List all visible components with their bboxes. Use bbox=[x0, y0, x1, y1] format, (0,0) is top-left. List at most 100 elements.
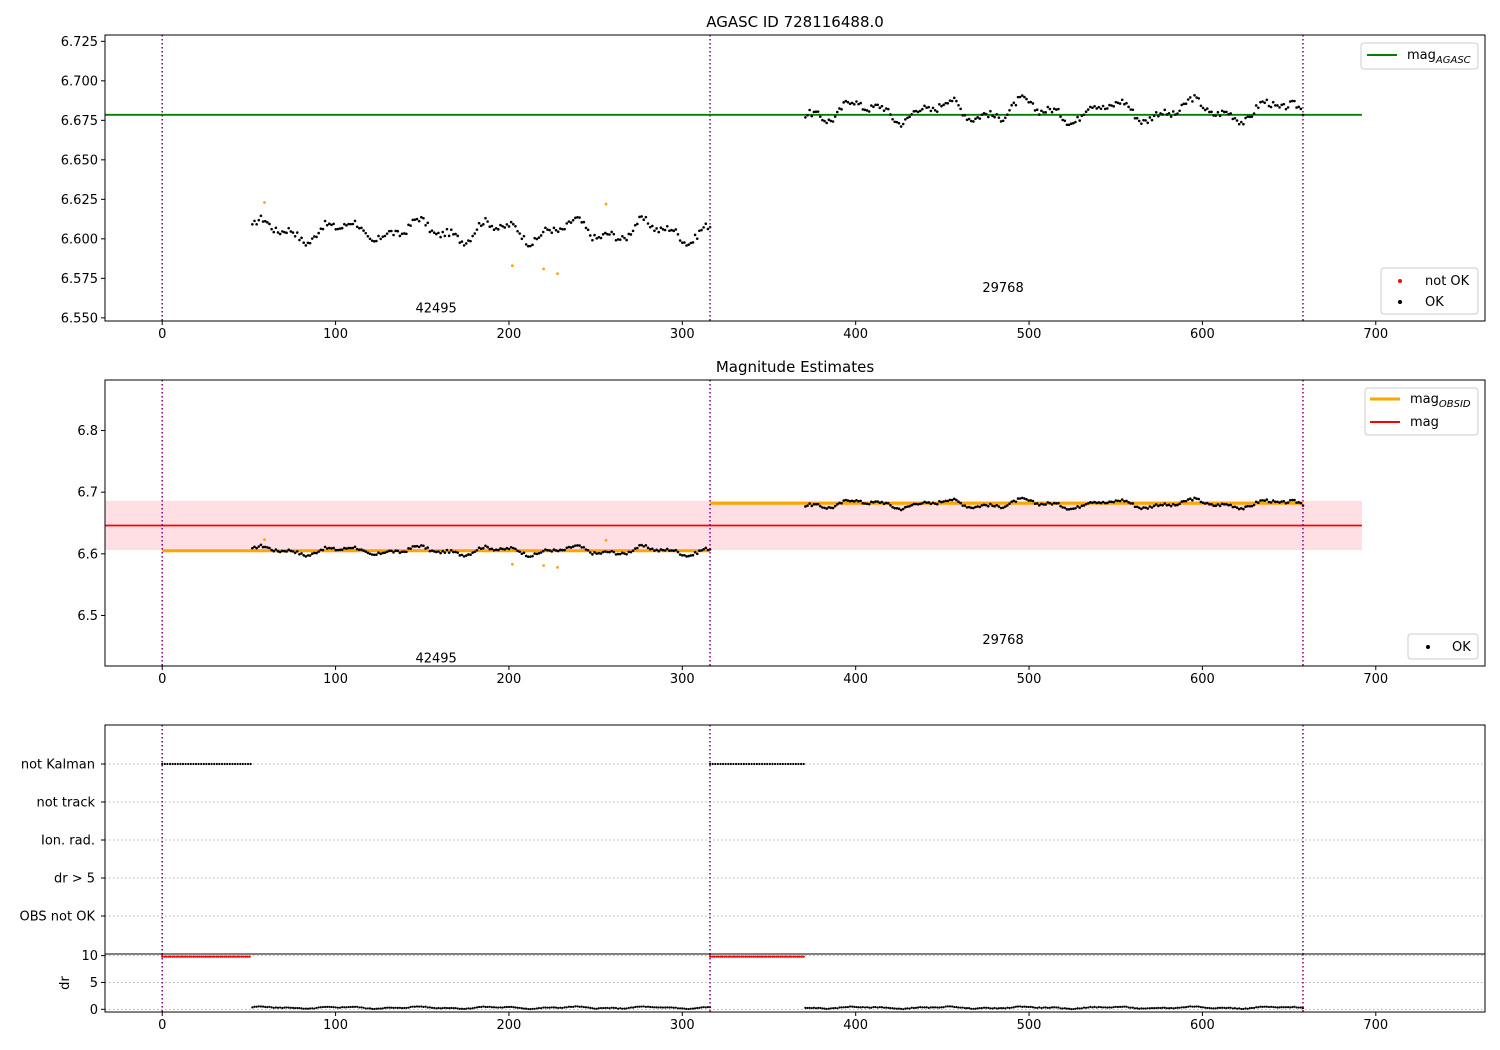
dr-point bbox=[1142, 1007, 1145, 1010]
ok-point bbox=[1218, 114, 1222, 118]
ok-point bbox=[516, 549, 519, 553]
ok-point bbox=[253, 545, 256, 549]
ok-point bbox=[462, 244, 466, 247]
ok-point bbox=[345, 547, 348, 550]
ok-point bbox=[402, 550, 406, 554]
dr-point bbox=[542, 1006, 545, 1009]
dr-capped-point bbox=[183, 955, 187, 958]
ok-point bbox=[610, 549, 613, 553]
dr-point bbox=[1114, 1005, 1117, 1008]
ok-point bbox=[257, 218, 261, 222]
dr-point bbox=[861, 1005, 864, 1009]
ok-point bbox=[1074, 506, 1077, 510]
ok-point bbox=[1237, 507, 1241, 511]
ok-point bbox=[1242, 122, 1245, 126]
ok-point bbox=[319, 548, 323, 552]
legend-label-ok: OK bbox=[1425, 295, 1444, 310]
ok-point bbox=[972, 120, 975, 123]
dr-point bbox=[1204, 1006, 1207, 1009]
legend-mag-estimates: magOBSID mag bbox=[1364, 387, 1479, 436]
ok-point bbox=[381, 235, 385, 238]
ok-point bbox=[1288, 498, 1292, 502]
dr-point bbox=[704, 1006, 707, 1009]
ok-point bbox=[492, 548, 496, 552]
flag-point bbox=[763, 762, 766, 766]
dr-point bbox=[1140, 1007, 1143, 1010]
dr-point bbox=[644, 1005, 647, 1009]
ok-point bbox=[1061, 118, 1064, 122]
dr-point bbox=[1272, 1005, 1275, 1009]
ok-point bbox=[942, 500, 945, 503]
dr-point bbox=[955, 1006, 958, 1009]
ok-point bbox=[878, 501, 882, 505]
dr-point bbox=[1076, 1007, 1079, 1010]
dr-capped-point bbox=[765, 955, 768, 958]
ok-point bbox=[368, 552, 372, 556]
ok-point bbox=[588, 551, 592, 554]
flag-point bbox=[231, 762, 234, 766]
ok-point bbox=[702, 226, 705, 229]
ok-point bbox=[1133, 505, 1137, 509]
dr-point bbox=[531, 1007, 534, 1010]
ok-point bbox=[503, 548, 507, 551]
dr-point bbox=[469, 1007, 472, 1010]
ok-point bbox=[827, 506, 831, 509]
dr-point bbox=[407, 1006, 410, 1009]
legend-label-sub-obsid: OBSID bbox=[1439, 399, 1471, 410]
ok-point bbox=[880, 500, 884, 504]
ok-point bbox=[1148, 116, 1152, 119]
dr-point bbox=[516, 1006, 519, 1009]
ok-point bbox=[1295, 106, 1298, 109]
dr-point bbox=[302, 1007, 305, 1010]
dr-point bbox=[1248, 1006, 1251, 1010]
ok-point bbox=[991, 504, 994, 508]
dr-point bbox=[1178, 1006, 1181, 1009]
ok-point bbox=[505, 223, 509, 226]
ok-point bbox=[859, 499, 862, 503]
ok-point bbox=[539, 234, 543, 237]
dr-point bbox=[649, 1005, 652, 1009]
ok-point bbox=[685, 244, 688, 247]
dr-point bbox=[1210, 1007, 1213, 1010]
ok-point bbox=[633, 547, 637, 550]
ok-point bbox=[1161, 113, 1164, 116]
ok-point bbox=[413, 218, 417, 221]
dr-point bbox=[840, 1006, 843, 1009]
ok-point bbox=[1003, 116, 1007, 120]
dr-point bbox=[963, 1007, 966, 1010]
ok-point bbox=[842, 101, 845, 104]
dr-capped-point bbox=[244, 955, 247, 958]
dr-point bbox=[934, 1006, 937, 1009]
dr-point bbox=[411, 1005, 414, 1008]
ok-point bbox=[357, 548, 361, 551]
dr-point bbox=[693, 1007, 697, 1010]
ok-point bbox=[867, 110, 871, 113]
dr-point bbox=[927, 1006, 930, 1009]
dr-point bbox=[321, 1005, 325, 1009]
axes-frame-agasc bbox=[104, 34, 1486, 322]
ok-point bbox=[704, 546, 708, 550]
ok-point bbox=[999, 120, 1003, 123]
x-tick-label: 700 bbox=[1363, 672, 1388, 687]
ok-point bbox=[653, 549, 656, 552]
dr-point bbox=[323, 1005, 327, 1009]
ok-point bbox=[1114, 499, 1118, 502]
ok-point bbox=[698, 229, 701, 233]
flag-category-label: OBS not OK bbox=[20, 910, 96, 925]
ok-point bbox=[415, 544, 419, 548]
ok-point bbox=[582, 545, 586, 549]
ok-point bbox=[266, 546, 269, 549]
ok-point bbox=[668, 229, 671, 233]
dr-point bbox=[1172, 1007, 1175, 1010]
x-tick-label: 300 bbox=[670, 327, 695, 342]
ok-point bbox=[437, 231, 440, 235]
ok-point bbox=[1195, 497, 1198, 500]
dr-point bbox=[1050, 1006, 1054, 1009]
ok-point bbox=[394, 229, 397, 233]
ok-point bbox=[644, 215, 648, 219]
ok-point bbox=[1169, 504, 1173, 508]
dr-point bbox=[548, 1006, 551, 1009]
ok-point bbox=[257, 545, 261, 548]
ok-point bbox=[916, 503, 920, 506]
ok-point bbox=[475, 548, 479, 552]
